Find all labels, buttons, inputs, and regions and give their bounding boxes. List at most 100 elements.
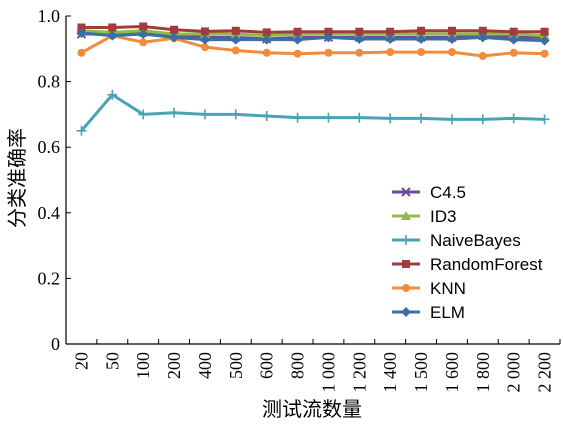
x-tick-label: 100 — [133, 352, 153, 379]
data-point — [509, 27, 518, 36]
data-point — [108, 23, 117, 32]
x-axis-ticks: 20 50 100 200 400 500 600 800 1 000 1 200 1 400 1 5… — [65, 339, 561, 393]
data-point — [446, 114, 457, 125]
data-point — [416, 113, 427, 124]
y-tick-label: 0.2 — [38, 268, 61, 288]
x-axis-title: 测试流数量 — [262, 398, 362, 421]
data-point — [477, 32, 488, 43]
series-line — [81, 29, 545, 38]
series-randomforest — [77, 22, 549, 37]
data-point — [401, 235, 411, 245]
legend-label: NaiveBayes — [430, 231, 521, 250]
x-tick-label: 600 — [257, 352, 277, 379]
data-point — [540, 27, 549, 36]
y-tick-label: 1.0 — [38, 6, 61, 26]
data-point — [139, 38, 148, 47]
data-point — [477, 114, 488, 125]
series-layer — [76, 22, 550, 136]
data-point — [540, 49, 549, 58]
data-point — [230, 34, 241, 45]
data-point — [478, 26, 487, 35]
data-point — [230, 109, 241, 120]
data-point — [478, 52, 487, 61]
x-tick-label: 1 000 — [318, 352, 338, 393]
x-tick-label: 1 200 — [349, 352, 369, 393]
data-point — [292, 34, 303, 45]
data-point — [385, 113, 396, 124]
x-tick-label: 1 600 — [442, 352, 462, 393]
data-point — [76, 28, 87, 39]
data-point — [169, 107, 180, 118]
data-point — [539, 114, 550, 125]
legend-item: C4.5 — [392, 183, 466, 202]
data-point — [539, 35, 550, 46]
x-tick-label: 50 — [102, 352, 122, 370]
data-point — [509, 48, 518, 57]
data-point — [324, 27, 333, 36]
legend: C4.5 ID3 NaiveBayes RandomForest KNN ELM — [392, 183, 543, 322]
data-point — [324, 48, 333, 57]
data-point — [262, 28, 271, 37]
data-point — [262, 48, 271, 57]
y-axis-title: 分类准确率 — [6, 128, 29, 228]
x-tick-label: 500 — [226, 352, 246, 379]
data-point — [447, 26, 456, 35]
legend-item: ELM — [392, 303, 465, 322]
data-point — [200, 27, 209, 36]
legend-item: KNN — [392, 279, 466, 298]
data-point — [386, 48, 395, 57]
data-point — [170, 25, 179, 34]
data-point — [139, 22, 148, 31]
series-line — [81, 31, 545, 43]
data-point — [261, 111, 272, 122]
data-point — [323, 112, 334, 123]
x-tick-label: 200 — [164, 352, 184, 379]
data-point — [446, 33, 457, 44]
y-axis-ticks: 0 0.2 0.4 0.6 0.8 1.0 — [38, 6, 71, 354]
legend-label: ID3 — [430, 207, 456, 226]
data-point — [354, 33, 365, 44]
x-tick-label: 2 200 — [535, 352, 555, 393]
data-point — [231, 26, 240, 35]
x-tick-label: 2 000 — [504, 352, 524, 393]
legend-item: NaiveBayes — [392, 231, 521, 250]
series-line — [80, 34, 545, 58]
data-point — [508, 113, 519, 124]
data-point — [77, 48, 86, 57]
data-point — [401, 187, 411, 197]
legend-label: KNN — [430, 279, 466, 298]
legend-label: C4.5 — [430, 183, 466, 202]
data-point — [77, 23, 86, 32]
data-point — [107, 30, 118, 41]
data-point — [402, 260, 410, 268]
x-tick-label: 20 — [71, 352, 91, 370]
data-point — [138, 29, 149, 40]
x-tick-label: 800 — [288, 352, 308, 379]
data-point — [200, 43, 209, 52]
series-line — [80, 92, 545, 132]
data-point — [508, 34, 519, 45]
data-point — [385, 33, 396, 44]
series-line — [81, 24, 545, 34]
series-naivebayes — [76, 89, 550, 136]
x-tick-label: 1 400 — [380, 352, 400, 393]
legend-item: RandomForest — [392, 255, 543, 274]
y-tick-label: 0.8 — [38, 72, 61, 92]
data-point — [323, 32, 334, 43]
x-tick-label: 1 800 — [473, 352, 493, 393]
legend-item: ID3 — [392, 207, 456, 226]
data-point — [386, 27, 395, 36]
legend-label: ELM — [430, 303, 465, 322]
data-point — [401, 211, 411, 220]
data-point — [293, 49, 302, 58]
data-point — [199, 34, 210, 45]
data-point — [355, 48, 364, 57]
data-point — [417, 26, 426, 35]
data-point — [416, 33, 427, 44]
data-point — [76, 125, 87, 136]
data-point — [292, 112, 303, 123]
data-point — [169, 32, 180, 43]
data-point — [417, 48, 426, 57]
